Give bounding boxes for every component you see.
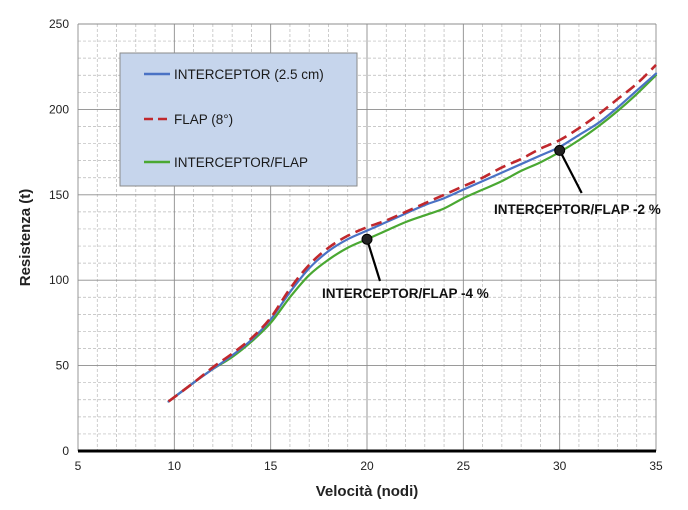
annotations: INTERCEPTOR/FLAP -4 % INTERCEPTOR/FLAP -2… (322, 144, 661, 301)
x-tick-label: 35 (649, 459, 663, 473)
legend-label-2: FLAP (8°) (174, 112, 233, 127)
x-tick-label: 5 (75, 459, 82, 473)
annotation-leader-1 (365, 238, 382, 282)
series-line-2 (167, 64, 657, 403)
x-tick-label: 30 (553, 459, 567, 473)
annotation-marker-2 (554, 144, 566, 156)
x-axis-title: Velocità (nodi) (316, 483, 419, 500)
y-tick-label: 250 (49, 17, 69, 31)
annotation-label-2: INTERCEPTOR/FLAP -2 % (494, 202, 661, 217)
y-tick-label: 0 (62, 444, 69, 458)
y-tick-label: 200 (49, 102, 69, 116)
annotation-marker-1 (361, 233, 373, 245)
legend-label-1: INTERCEPTOR (2.5 cm) (174, 67, 324, 82)
x-tick-label: 25 (457, 459, 471, 473)
y-tick-label: 100 (49, 273, 69, 287)
y-tick-label: 50 (56, 359, 70, 373)
x-tick-label: 10 (168, 459, 182, 473)
legend: INTERCEPTOR (2.5 cm) FLAP (8°) INTERCEPTOR… (119, 52, 358, 187)
annotation-leader-2 (558, 149, 583, 194)
legend-label-3: INTERCEPTOR/FLAP (174, 155, 308, 170)
x-axis-ticks: 5 10 15 20 25 30 35 (75, 459, 663, 473)
y-axis-ticks: 0 50 100 150 200 250 (49, 17, 69, 458)
y-tick-label: 150 (49, 188, 69, 202)
series-layer (167, 64, 658, 403)
x-tick-label: 20 (360, 459, 374, 473)
y-axis-title: Resistenza (t) (17, 189, 34, 287)
series-line-3 (167, 74, 658, 403)
annotation-label-1: INTERCEPTOR/FLAP -4 % (322, 286, 489, 301)
x-tick-label: 15 (264, 459, 278, 473)
